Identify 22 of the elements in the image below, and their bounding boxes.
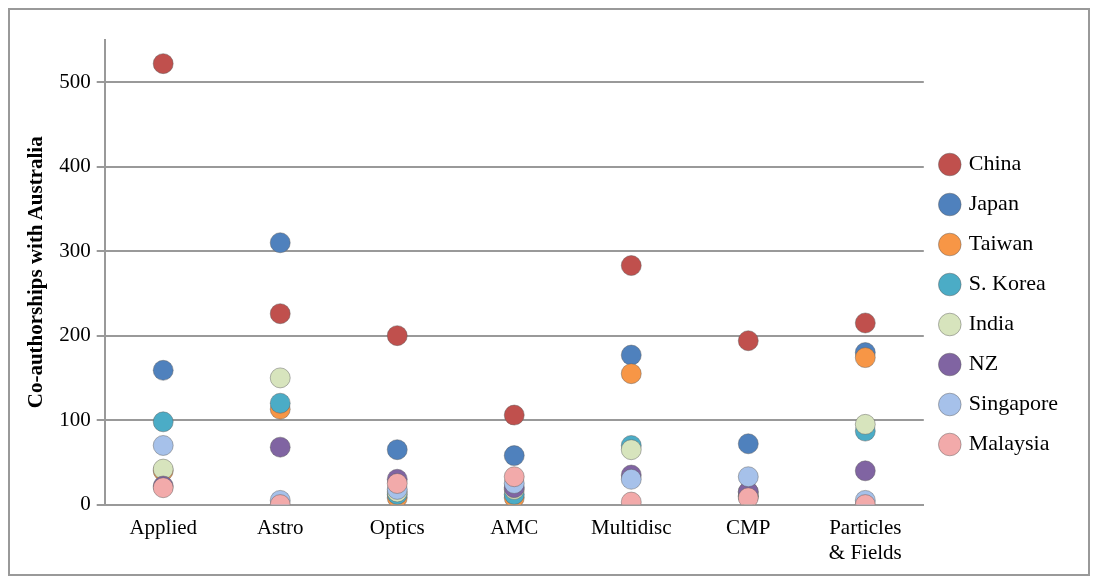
x-tick-label: Multidisc (591, 514, 672, 539)
legend-label: China (968, 150, 1022, 176)
y-tick-label: 400 (59, 153, 91, 178)
legend-label: Singapore (968, 390, 1058, 416)
x-tick-label: Particles & Fields (828, 514, 902, 564)
y-tick-label: 200 (59, 322, 91, 347)
y-axis-title: Co-authorships with Australia (23, 135, 48, 409)
x-tick-label: Applied (129, 514, 198, 539)
legend-label: Malaysia (968, 430, 1050, 456)
legend-label: Japan (968, 190, 1019, 216)
y-tick-label: 0 (80, 491, 91, 516)
x-tick-label: Astro (256, 514, 304, 539)
y-tick-label: 300 (59, 237, 91, 262)
y-tick-label: 500 (59, 68, 91, 93)
x-tick-label: AMC (490, 514, 539, 539)
legend-label: S. Korea (968, 270, 1047, 296)
legend-label: NZ (968, 350, 999, 376)
x-tick-label: Optics (369, 514, 425, 539)
legend-label: India (968, 310, 1015, 336)
x-tick-label: CMP (726, 514, 771, 539)
y-tick-label: 100 (59, 406, 91, 431)
legend-label: Taiwan (968, 230, 1034, 256)
